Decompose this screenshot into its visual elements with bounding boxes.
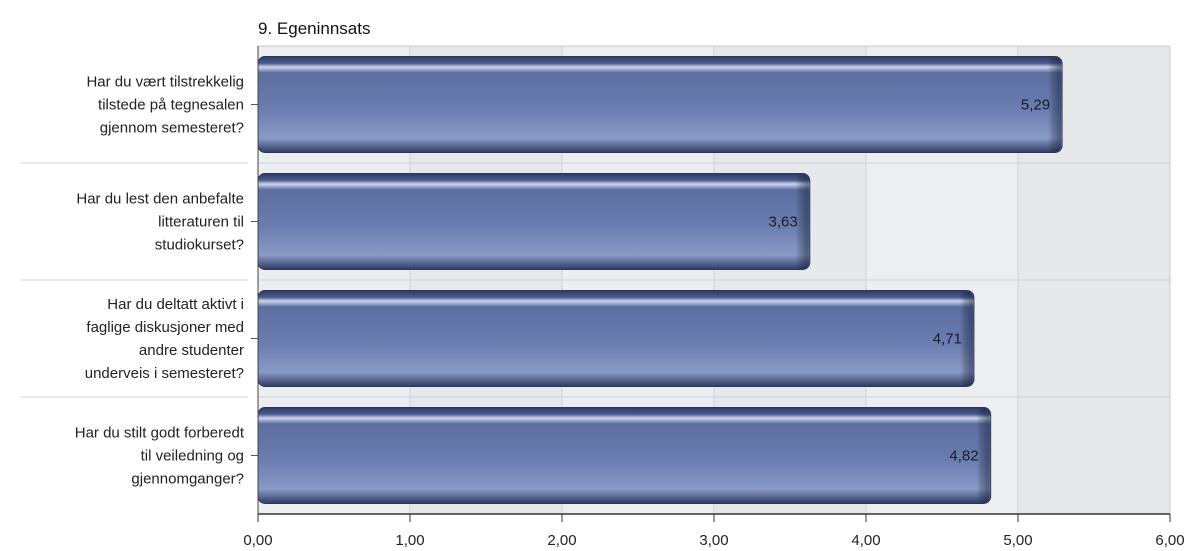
bar-value-label: 4,82 (949, 448, 978, 465)
bar (257, 56, 1063, 153)
x-tick-label: 5,00 (1003, 532, 1032, 549)
bar-end-shade (1048, 57, 1062, 152)
bar-value-label: 3,63 (769, 214, 798, 231)
category-label: Har du lest den anbefalte (76, 191, 244, 208)
x-tick-label: 6,00 (1155, 532, 1184, 549)
bar-value-label: 4,71 (933, 331, 962, 348)
category-labels: Har du vært tilstrekkelig tilstede på teg… (20, 74, 258, 488)
category-label: studiokurset? (155, 237, 244, 254)
category-label: tilstede på tegnesalen (98, 97, 244, 114)
category-label: Har du deltatt aktivt i (107, 296, 244, 313)
bar-group: 4,82 (257, 407, 992, 504)
bar-group: 5,29 (257, 56, 1063, 153)
bar (257, 290, 975, 387)
bar-group: 4,71 (257, 290, 975, 387)
category-label: gjennom semesteret? (100, 120, 244, 137)
x-tick-label: 3,00 (699, 532, 728, 549)
bar-group: 3,63 (257, 173, 811, 270)
x-tick-label: 2,00 (547, 532, 576, 549)
x-axis: 0,00 1,00 2,00 3,00 4,00 5,00 6,00 (243, 46, 1185, 549)
category-label: andre studenter (139, 342, 244, 359)
bar-end-shade (976, 408, 990, 503)
x-tick-label: 4,00 (851, 532, 880, 549)
chart-title: 9. Egeninnsats (258, 19, 370, 38)
bar-end-shade (959, 291, 973, 386)
bar-end-shade (795, 174, 809, 269)
category-label: gjennomganger? (131, 471, 244, 488)
category-label: litteraturen til (158, 214, 244, 231)
bar-value-label: 5,29 (1021, 97, 1050, 114)
x-tick-label: 1,00 (395, 532, 424, 549)
category-label: underveis i semesteret? (85, 365, 244, 382)
x-tick-label: 0,00 (243, 532, 272, 549)
plot-area: 5,29 3,63 4,71 4,82 (257, 45, 1171, 515)
category-label: faglige diskusjoner med (86, 319, 244, 336)
bar (257, 407, 992, 504)
category-label: Har du vært tilstrekkelig (86, 74, 244, 91)
category-label: Har du stilt godt forberedt (75, 425, 245, 442)
category-label: til veiledning og (141, 448, 244, 465)
bar (257, 173, 811, 270)
